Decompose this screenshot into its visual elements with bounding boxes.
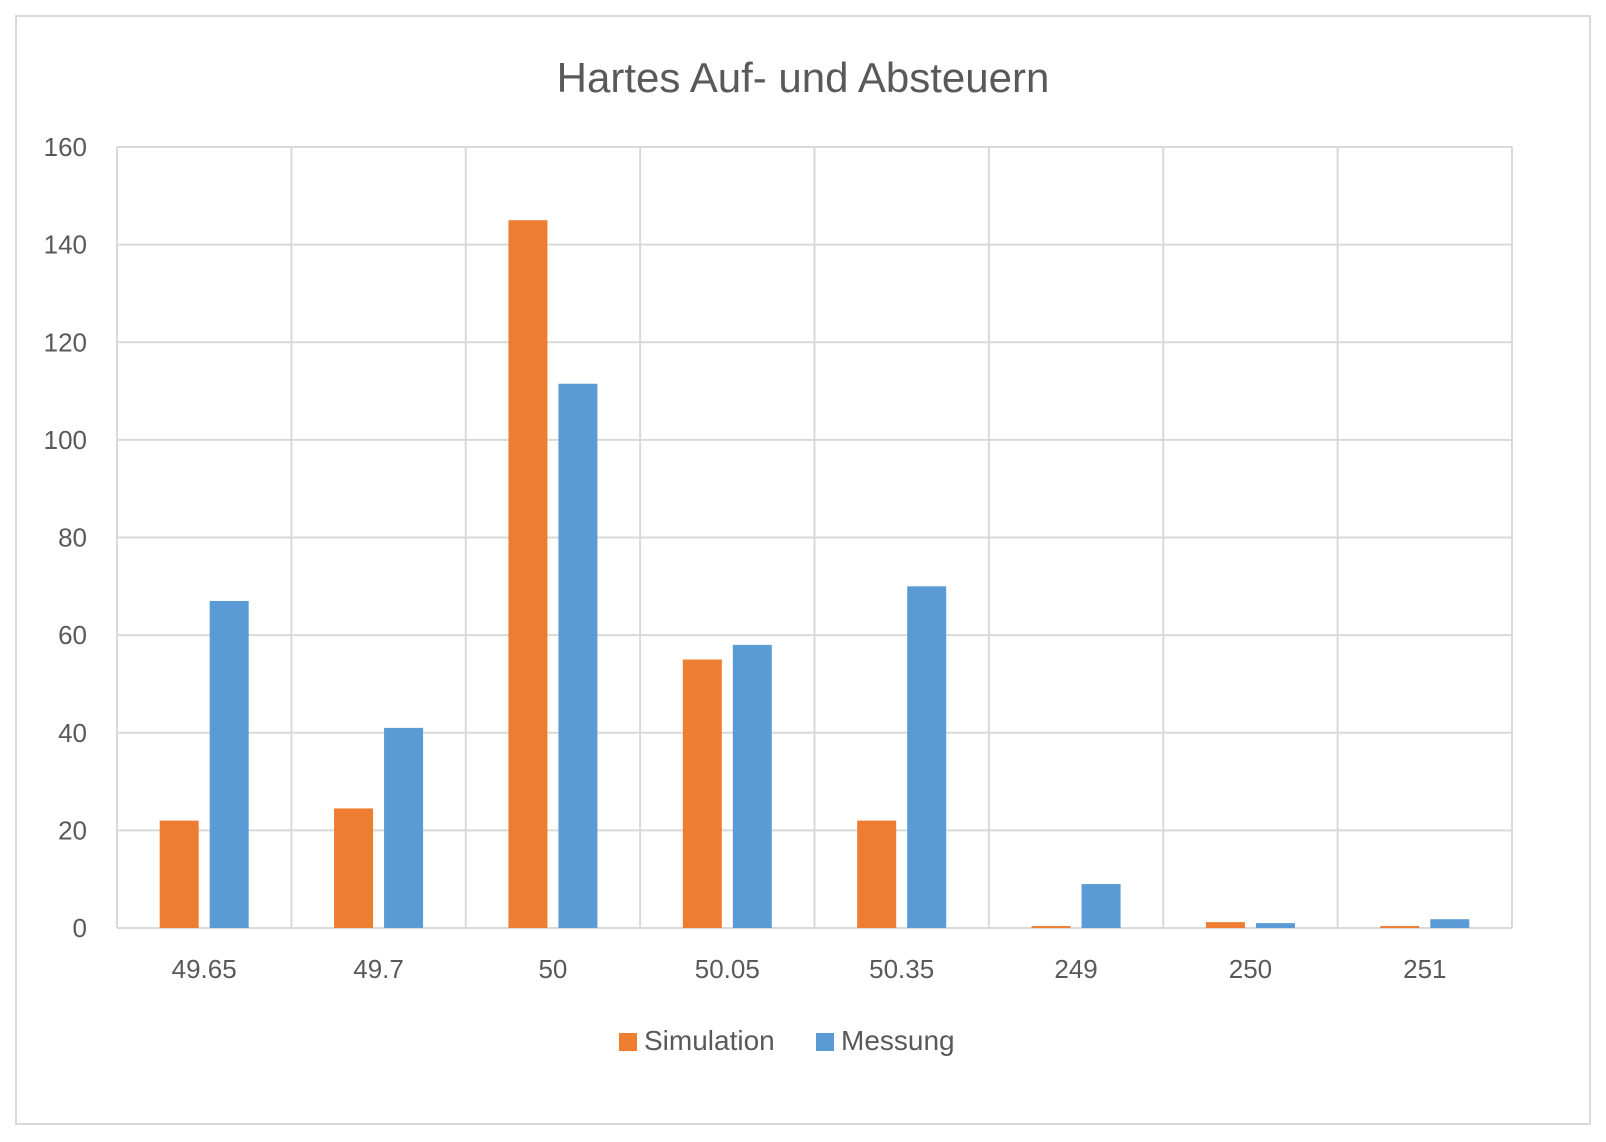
y-tick-label: 140 <box>44 230 87 260</box>
bar-simulation-251 <box>1380 926 1420 928</box>
x-tick-label: 249 <box>1054 954 1097 984</box>
y-tick-label: 120 <box>44 327 87 357</box>
bar-simulation-50 <box>508 220 548 928</box>
x-tick-label: 50 <box>538 954 567 984</box>
x-tick-label: 49.65 <box>172 954 237 984</box>
bar-messung-50.35 <box>907 586 947 928</box>
bar-messung-49.65 <box>209 600 249 928</box>
bar-messung-50 <box>558 383 598 929</box>
legend-label-messung: Messung <box>841 1025 955 1056</box>
x-tick-label: 49.7 <box>353 954 404 984</box>
bar-messung-250 <box>1255 923 1295 928</box>
bar-simulation-50.35 <box>857 820 897 928</box>
y-tick-label: 60 <box>58 620 87 650</box>
gridlines <box>116 146 1513 929</box>
y-tick-label: 80 <box>58 523 87 553</box>
y-tick-label: 20 <box>58 815 87 845</box>
chart-title: Hartes Auf- und Absteuern <box>557 54 1050 101</box>
legend-label-simulation: Simulation <box>644 1025 775 1056</box>
x-tick-label: 50.05 <box>695 954 760 984</box>
bar-messung-50.05 <box>732 644 772 928</box>
legend-swatch-simulation <box>619 1033 637 1051</box>
x-tick-label: 50.35 <box>869 954 934 984</box>
bars <box>159 220 1470 929</box>
y-tick-label: 40 <box>58 718 87 748</box>
bar-simulation-49.7 <box>334 808 374 928</box>
x-axis: 49.65 49.7 50 50.05 50.35 249 250 251 <box>172 954 1447 984</box>
x-tick-label: 250 <box>1229 954 1272 984</box>
bar-messung-249 <box>1081 884 1121 928</box>
chart-frame <box>15 15 1591 1125</box>
legend: Simulation Messung <box>619 1025 955 1056</box>
x-tick-label: 251 <box>1403 954 1446 984</box>
bar-simulation-250 <box>1205 922 1245 928</box>
y-axis: 0 20 40 60 80 100 120 140 160 <box>44 132 87 943</box>
bar-simulation-249 <box>1031 926 1071 928</box>
bar-simulation-49.65 <box>159 820 199 928</box>
bar-simulation-50.05 <box>682 659 722 928</box>
y-tick-label: 0 <box>73 913 87 943</box>
y-tick-label: 160 <box>44 132 87 162</box>
bar-messung-49.7 <box>384 727 424 928</box>
legend-swatch-messung <box>816 1033 834 1051</box>
y-tick-label: 100 <box>44 425 87 455</box>
bar-messung-251 <box>1430 919 1470 928</box>
